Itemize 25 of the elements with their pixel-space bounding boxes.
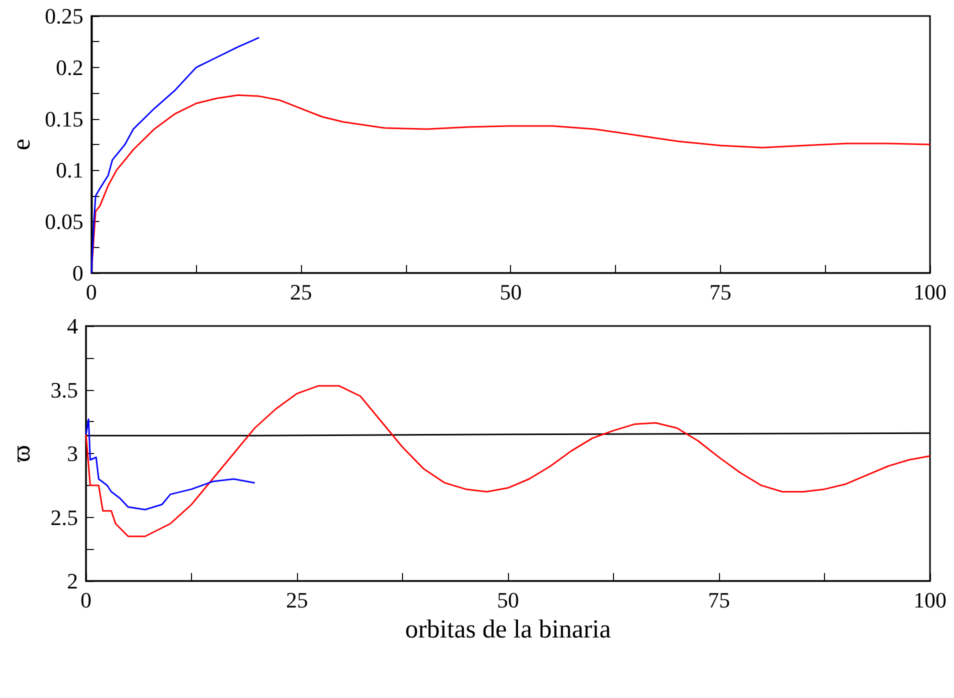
x-tick-label: 75	[709, 280, 732, 304]
y-tick-label: 2.5	[50, 504, 78, 530]
x-axis-title: orbitas de la binaria	[405, 614, 612, 644]
y-axis-title: e	[6, 138, 36, 150]
x-tick-label: 100	[914, 280, 946, 304]
x-tick-label: 100	[914, 588, 946, 612]
x-tick-label: 25	[290, 280, 312, 304]
line-series	[90, 36, 260, 274]
x-tick-label: 50	[497, 588, 519, 612]
y-tick-label: 4	[67, 314, 78, 338]
y-tick-label: 0.25	[44, 4, 84, 28]
y-tick-label: 0.1	[56, 158, 84, 183]
x-tick-label: 75	[708, 588, 730, 612]
y-tick-label: 0.2	[56, 54, 84, 80]
y-tick-label: 0.05	[44, 209, 84, 234]
y-tick-label: 2	[67, 568, 78, 594]
y-tick-label: 3.5	[50, 377, 78, 402]
line-series	[85, 385, 931, 538]
x-tick-label: 50	[500, 280, 522, 304]
x-tick-label: 25	[286, 588, 308, 612]
y-tick-label: 3	[67, 441, 78, 466]
y-tick-label: 0	[72, 260, 84, 286]
y-axis-title: ϖ	[6, 444, 36, 462]
y-tick-label: 0.15	[44, 106, 84, 132]
line-series	[85, 418, 256, 510]
